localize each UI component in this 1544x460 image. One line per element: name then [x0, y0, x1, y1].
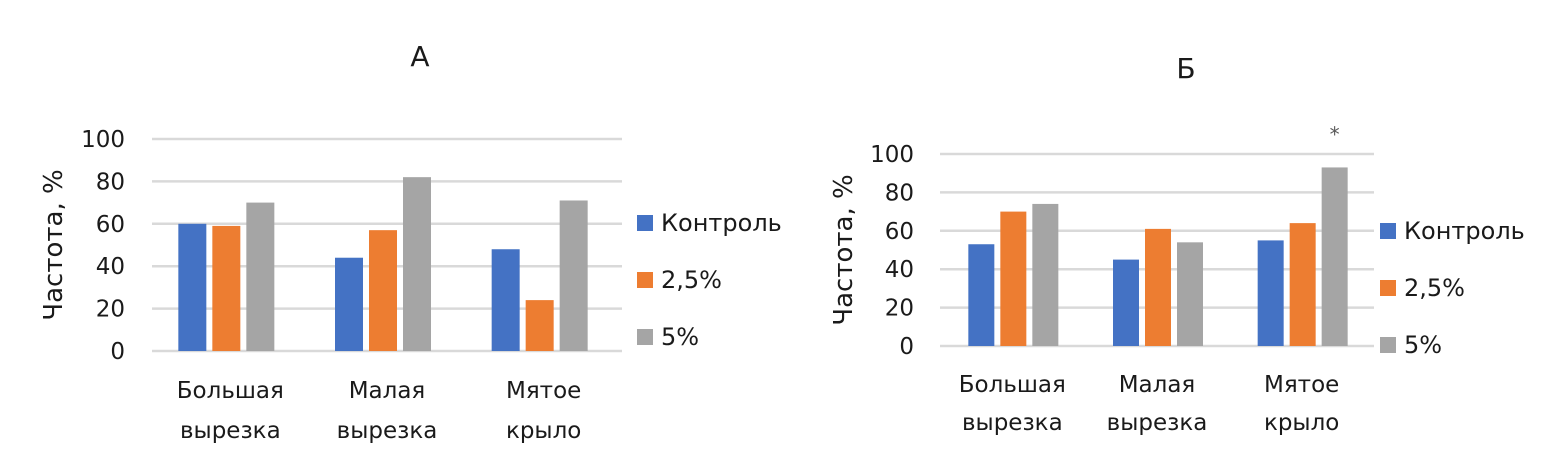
- legend-label: 5%: [1404, 331, 1442, 359]
- category-label: Большая: [177, 378, 284, 404]
- bar-Контроль-0: [968, 244, 995, 346]
- bar-Контроль-2: [491, 249, 520, 351]
- chart-title: Б: [1176, 52, 1195, 85]
- legend-label: 2,5%: [661, 266, 722, 294]
- y-tick-label: 20: [885, 296, 914, 322]
- y-tick-label: 40: [885, 257, 914, 283]
- y-tick-label: 20: [96, 297, 125, 323]
- bar-5%-2: [559, 200, 588, 351]
- bar-Контроль-2: [1257, 240, 1284, 346]
- category-label: вырезка: [337, 418, 438, 444]
- legend-swatch: [637, 329, 653, 345]
- y-tick-label: 40: [96, 254, 125, 280]
- chart-title: А: [410, 40, 429, 73]
- legend-swatch: [1380, 280, 1396, 296]
- bar-2,5%-1: [1145, 228, 1171, 346]
- y-tick-label: 60: [885, 219, 914, 245]
- legend-swatch: [637, 215, 653, 231]
- bar-5%-0: [1032, 203, 1059, 346]
- y-tick-label: 0: [110, 339, 125, 365]
- y-tick-label: 100: [870, 142, 914, 168]
- category-label: крыло: [506, 418, 581, 444]
- bar-Контроль-1: [335, 257, 363, 351]
- legend-label: 5%: [661, 323, 699, 351]
- category-label: Малая: [1119, 372, 1196, 398]
- bar-2,5%-1: [369, 230, 397, 351]
- y-axis-label: Частота, %: [829, 174, 859, 325]
- bar-Контроль-1: [1113, 259, 1139, 346]
- legend-label: Контроль: [661, 209, 782, 237]
- bar-2,5%-0: [1000, 211, 1027, 346]
- category-label: вырезка: [962, 410, 1063, 436]
- legend-label: 2,5%: [1404, 274, 1465, 302]
- category-label: вырезка: [180, 418, 281, 444]
- category-label: Мятое: [1264, 372, 1339, 398]
- legend-swatch: [1380, 337, 1396, 353]
- legend-label: Контроль: [1404, 217, 1525, 245]
- legend-swatch: [637, 272, 653, 288]
- category-label: вырезка: [1107, 410, 1208, 436]
- significance-marker: *: [1330, 122, 1340, 146]
- chart-panel-1: А 0 20 40 60 80 100 Частота, % Большая вырезка Мал…: [39, 40, 782, 444]
- bar-5%-0: [246, 202, 275, 351]
- y-tick-label: 100: [81, 127, 125, 153]
- category-label: Мятое: [506, 378, 581, 404]
- bar-Контроль-0: [178, 223, 207, 351]
- legend-swatch: [1380, 223, 1396, 239]
- bar-2,5%-2: [525, 300, 554, 351]
- y-tick-label: 80: [885, 180, 914, 206]
- chart-panel-2: Б 0 20 40 60 80 100 Частота, % Большая вырезка Мал…: [829, 52, 1525, 436]
- category-label: Большая: [959, 372, 1066, 398]
- bar-5%-1: [1177, 242, 1203, 346]
- y-axis-label: Частота, %: [39, 169, 69, 320]
- category-label: Малая: [349, 378, 426, 404]
- y-tick-label: 60: [96, 212, 125, 238]
- bar-5%-2: [1321, 167, 1348, 346]
- bar-5%-1: [403, 177, 431, 351]
- category-label: крыло: [1264, 410, 1339, 436]
- y-tick-label: 0: [899, 334, 914, 360]
- bar-2,5%-2: [1289, 223, 1316, 346]
- bar-2,5%-0: [212, 225, 241, 351]
- y-tick-label: 80: [96, 169, 125, 195]
